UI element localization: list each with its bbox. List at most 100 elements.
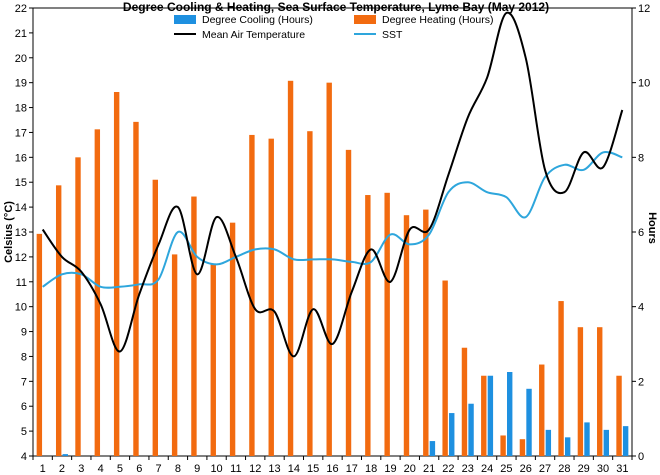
left-axis-label: Celsius (°C) [3, 201, 15, 263]
x-tick-label: 15 [307, 463, 319, 475]
cooling-bar [603, 429, 610, 456]
cooling-bar [429, 441, 436, 456]
heating-bar [113, 92, 120, 456]
left-tick-label: 5 [21, 426, 27, 438]
x-tick-label: 22 [442, 463, 454, 475]
right-axis-label: Hours [646, 212, 658, 244]
line-series [41, 11, 624, 358]
x-tick-label: 31 [616, 463, 628, 475]
left-tick-label: 8 [21, 351, 27, 363]
x-tick-label: 26 [520, 463, 532, 475]
x-tick-label: 28 [558, 463, 570, 475]
cooling-bar [507, 372, 513, 456]
left-tick-label: 6 [21, 401, 27, 413]
heating-bar [423, 209, 429, 456]
left-tick-label: 19 [15, 78, 27, 90]
heating-bar [558, 301, 564, 456]
heating-bar [577, 327, 584, 456]
heating-bar [481, 375, 487, 456]
right-tick-label: 0 [638, 451, 644, 463]
left-tick-label: 16 [15, 152, 27, 164]
x-tick-label: 17 [346, 463, 358, 475]
legend-label-cooling: Degree Cooling (Hours) [202, 14, 313, 26]
heating-bar [191, 196, 197, 457]
x-tick-label: 21 [423, 463, 435, 475]
heating-bar [268, 138, 274, 456]
x-tick-label: 13 [268, 463, 280, 475]
right-tick-label: 12 [638, 3, 650, 15]
x-tick-label: 10 [210, 463, 222, 475]
left-tick-label: 7 [21, 376, 27, 388]
x-tick-label: 16 [326, 463, 338, 475]
legend: Degree Cooling (Hours) Degree Heating (H… [174, 14, 493, 41]
left-tick-label: 17 [15, 127, 27, 139]
heating-bar [36, 233, 43, 456]
heating-bar [539, 364, 545, 456]
x-tick-label: 19 [384, 463, 396, 475]
legend-label-heating: Degree Heating (Hours) [382, 14, 493, 26]
cooling-bar [449, 413, 455, 456]
legend-label-sst: SST [382, 29, 403, 41]
x-tick-label: 23 [462, 463, 474, 475]
x-tick-label: 24 [481, 463, 493, 475]
bar-series [36, 80, 629, 457]
cooling-bar [526, 388, 532, 456]
cooling-bar [584, 422, 590, 456]
heating-bar [171, 254, 178, 456]
x-axis: 1 2 3 4 5 6 7 8 9 10 11 12 13 14 15 16 17 18 19 20 21 22 23 24 2… [32, 456, 633, 475]
air-temperature-line [41, 11, 624, 358]
heating-bar [94, 129, 101, 457]
left-tick-label: 21 [15, 28, 27, 40]
heating-bar [326, 82, 332, 457]
sst-line [42, 150, 623, 289]
legend-swatch-cooling [174, 15, 196, 24]
x-tick-label: 8 [175, 463, 181, 475]
cooling-bar [545, 429, 552, 456]
heating-bar [384, 192, 390, 457]
left-tick-label: 22 [15, 3, 27, 15]
heating-bar [287, 80, 294, 457]
x-tick-label: 7 [156, 463, 162, 475]
heating-bar [616, 375, 622, 456]
heating-bar [249, 134, 255, 456]
left-tick-label: 10 [15, 302, 27, 314]
right-tick-label: 2 [638, 376, 644, 388]
cooling-bar [468, 403, 474, 456]
left-tick-label: 20 [15, 53, 27, 65]
heating-bar [75, 157, 81, 457]
x-tick-label: 4 [98, 463, 104, 475]
right-tick-label: 10 [638, 78, 650, 90]
left-tick-label: 9 [21, 327, 27, 339]
heating-bar [500, 435, 506, 456]
heating-bar [597, 327, 603, 456]
heating-bar [461, 347, 468, 456]
x-tick-label: 25 [500, 463, 512, 475]
heating-bar [519, 439, 526, 456]
left-tick-label: 11 [16, 277, 27, 289]
heating-bar [210, 263, 216, 456]
x-tick-label: 27 [539, 463, 551, 475]
left-tick-label: 13 [15, 227, 27, 239]
left-tick-label: 18 [15, 103, 27, 115]
chart-title: Degree Cooling & Heating, Sea Surface Te… [123, 0, 549, 14]
right-tick-label: 6 [638, 227, 644, 239]
cooling-bar [564, 437, 571, 456]
left-tick-label: 15 [15, 177, 27, 189]
x-tick-label: 14 [288, 463, 300, 475]
x-tick-label: 6 [136, 463, 142, 475]
heating-bar [133, 121, 139, 456]
right-tick-label: 8 [638, 152, 644, 164]
heating-bar [442, 280, 448, 456]
x-tick-label: 30 [597, 463, 609, 475]
x-tick-label: 2 [59, 463, 65, 475]
heating-bar [55, 185, 62, 457]
x-tick-label: 20 [404, 463, 416, 475]
heating-bar [229, 222, 236, 456]
legend-label-air: Mean Air Temperature [202, 29, 305, 41]
x-tick-label: 1 [40, 463, 46, 475]
heating-bar [365, 195, 371, 457]
heating-bar [307, 131, 313, 456]
left-tick-label: 14 [15, 202, 27, 214]
x-tick-label: 29 [578, 463, 590, 475]
